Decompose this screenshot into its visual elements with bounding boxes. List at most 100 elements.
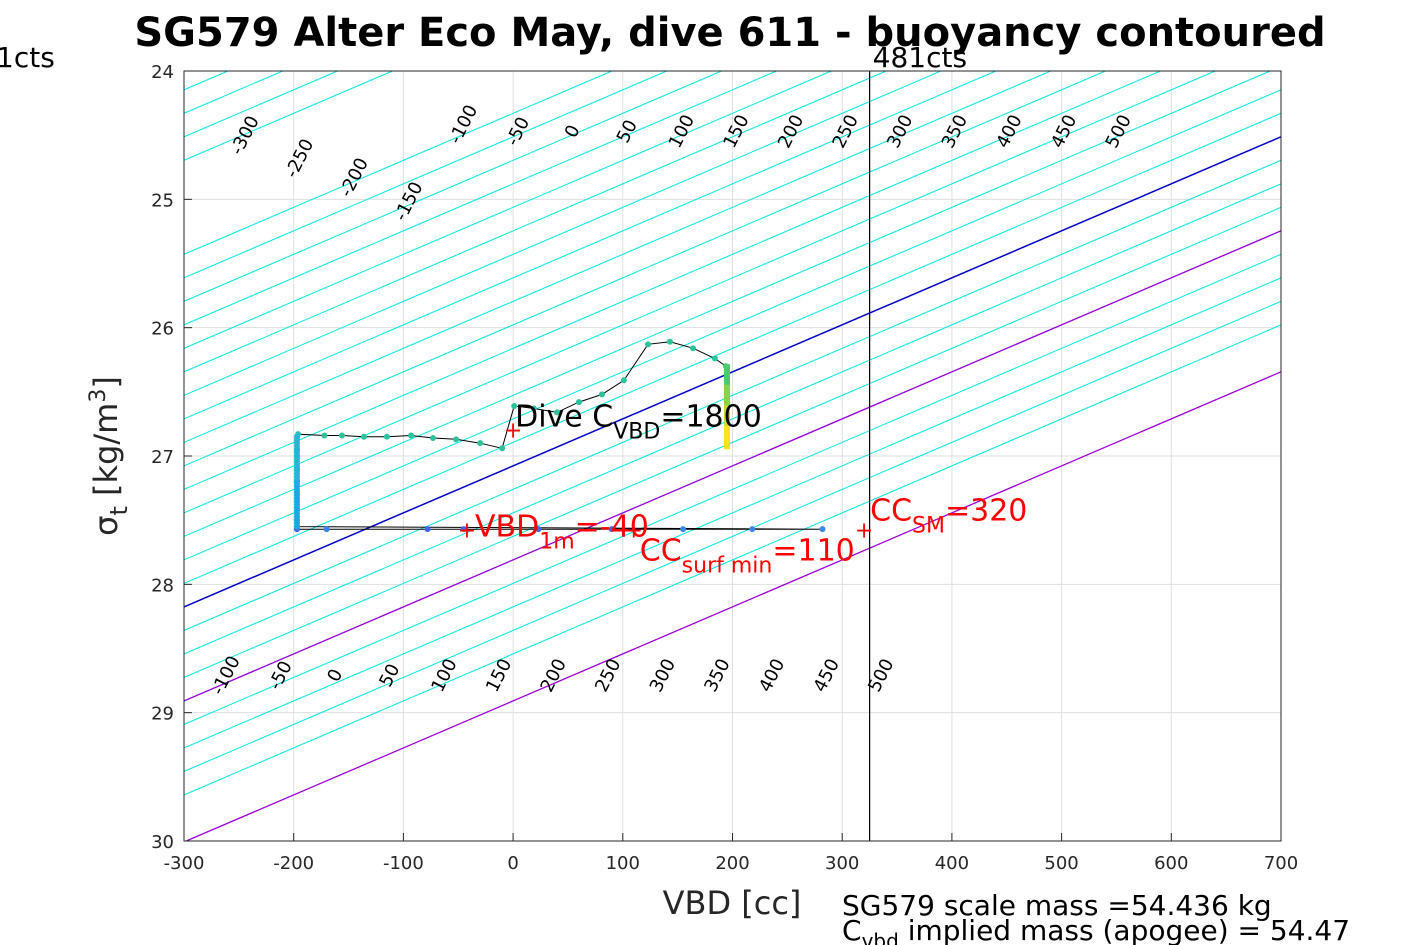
annotation-marker: + <box>625 518 643 543</box>
dive-track-line <box>296 341 823 530</box>
y-label-sup: 3 <box>86 389 111 403</box>
buoyancy-contours <box>184 71 1281 841</box>
dive-point <box>499 445 506 452</box>
dive-point <box>666 338 673 345</box>
annotation-marker: + <box>855 518 873 543</box>
dive-point <box>553 409 560 416</box>
dive-point <box>511 402 518 409</box>
annotation-main: Dive C <box>515 399 613 434</box>
buoyancy-contour-line <box>184 71 832 349</box>
dive-point <box>293 523 300 530</box>
x-tick-label: 300 <box>825 853 859 874</box>
dive-point <box>620 377 627 384</box>
y-ticks: 24 25 26 27 28 29 30 <box>151 62 192 853</box>
annotation-label: CCsurf min=110 <box>640 533 855 578</box>
x-tick-label: 500 <box>1044 853 1078 874</box>
zero-buoyancy-contour <box>184 135 1281 608</box>
dive-point <box>711 355 718 362</box>
x-ticks: -300 -200 -100 0 100 200 300 400 500 600 700 <box>164 833 1298 874</box>
highlight-contour <box>185 371 1281 841</box>
dive-point <box>424 526 431 533</box>
dive-point <box>530 405 537 412</box>
cts-left-label: 1cts <box>0 41 55 74</box>
x-axis-label: VBD [cc] <box>663 884 802 922</box>
buoyancy-contour-line <box>184 71 1271 537</box>
footer-vbd-sub: vbd <box>862 929 899 945</box>
annotation-main: CC <box>870 493 912 528</box>
dive-point <box>323 526 330 533</box>
buoyancy-contour-line <box>184 71 1106 467</box>
dive-point <box>460 526 467 533</box>
x-tick-label: 200 <box>715 853 749 874</box>
y-label-sub: t <box>105 506 133 515</box>
dive-point <box>645 341 652 348</box>
y-tick-label: 24 <box>151 62 174 83</box>
dive-point <box>383 433 390 440</box>
buoyancy-contour-line <box>184 206 1281 678</box>
buoyancy-contour-line <box>184 71 777 326</box>
buoyancy-contour-line <box>184 89 1281 561</box>
annotation-label: Dive CVBD=1800 <box>515 399 762 444</box>
buoyancy-contour-line <box>184 71 1161 490</box>
annotation-value: =320 <box>945 493 1027 528</box>
y-tick-label: 25 <box>151 190 174 211</box>
annotation-sub: surf min <box>682 553 773 578</box>
x-tick-label: 0 <box>507 853 518 874</box>
buoyancy-contour-line <box>184 71 722 302</box>
dive-point <box>598 391 605 398</box>
y-tick-label: 30 <box>151 832 174 853</box>
x-tick-label: 400 <box>935 853 969 874</box>
x-tick-label: -100 <box>383 853 424 874</box>
buoyancy-contour-line <box>184 159 1281 631</box>
footer-c: C <box>842 914 862 945</box>
dive-point <box>408 432 415 439</box>
y-label-sigma: σ <box>87 516 125 536</box>
dive-point <box>453 436 460 443</box>
x-tick-label: -300 <box>164 853 205 874</box>
footer-implied-text: implied mass (apogee) = 54.47 <box>899 914 1350 945</box>
highlight-contour <box>184 230 1281 702</box>
dive-point <box>724 444 731 450</box>
annotation-label: CCSM=320 <box>870 493 1027 538</box>
buoyancy-contour-line <box>184 71 1051 443</box>
dive-point <box>680 526 687 533</box>
annotation-sub: 1m <box>539 529 574 554</box>
dive-point <box>819 526 826 533</box>
dive-point <box>690 345 697 352</box>
dive-point <box>608 526 615 533</box>
y-label-end: ] <box>87 376 125 388</box>
cts-right-label: 481cts <box>873 41 967 74</box>
buoyancy-contour-line <box>184 71 996 420</box>
buoyancy-contour-line <box>184 324 1281 796</box>
annotation-sub: SM <box>912 513 945 538</box>
x-tick-label: -200 <box>273 853 314 874</box>
footer-implied-mass: Cvbd implied mass (apogee) = 54.47 <box>842 914 1350 945</box>
annotation-main: CC <box>640 533 682 568</box>
y-tick-label: 27 <box>151 447 174 468</box>
annotation-value: =-40 <box>575 509 649 544</box>
dive-point <box>360 433 367 440</box>
buoyancy-contour-line <box>184 183 1281 655</box>
footer-scale-mass: SG579 scale mass =54.436 kg <box>842 889 1272 922</box>
buoyancy-contour-line <box>184 71 613 255</box>
buoyancy-contour-line <box>184 71 942 396</box>
y-label-units: [kg/m <box>87 403 125 506</box>
buoyancy-contour-line <box>184 71 887 373</box>
y-tick-label: 28 <box>151 575 174 596</box>
annotation-value: =110 <box>772 533 854 568</box>
dive-point <box>749 526 756 533</box>
x-tick-label: 100 <box>606 853 640 874</box>
x-tick-label: 600 <box>1154 853 1188 874</box>
annotation-value: =1800 <box>660 399 761 434</box>
annotations: +Dive CVBD=1800+VBD1m=-40+CCsurf min=110… <box>458 399 1028 578</box>
annotation-marker: + <box>458 518 476 543</box>
dive-point <box>321 432 328 439</box>
y-tick-label: 29 <box>151 704 174 725</box>
buoyancy-contour-line <box>184 71 1216 514</box>
y-axis-label: σt [kg/m3] <box>86 376 133 536</box>
chart-title: SG579 Alter Eco May, dive 611 - buoyancy… <box>134 10 1325 56</box>
dive-point <box>575 399 582 406</box>
annotation-main: VBD <box>475 509 539 544</box>
